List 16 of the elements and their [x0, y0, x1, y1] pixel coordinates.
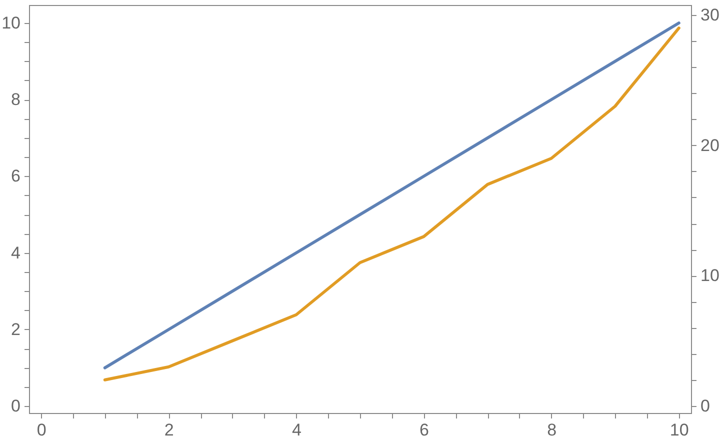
x-tick-label: 2	[164, 420, 174, 440]
y-tick-label: 4	[11, 243, 20, 262]
y2-tick-label: 10	[700, 266, 720, 286]
y-tick-label: 6	[11, 166, 20, 186]
y-tick-label: 8	[11, 90, 20, 110]
y-tick-label: 2	[11, 320, 20, 339]
x-tick-label: 4	[292, 420, 302, 440]
y-tick-label: 0	[11, 396, 20, 416]
x-tick-label: 10	[670, 420, 689, 440]
y-tick-label: 10	[2, 14, 20, 33]
y2-tick-label: 30	[700, 6, 720, 25]
x-tick-label: 8	[547, 420, 557, 440]
x-tick-label: 0	[36, 420, 46, 440]
x-tick-label: 6	[420, 420, 430, 440]
y2-tick-label: 20	[700, 136, 720, 155]
y2-tick-label: 0	[700, 396, 710, 416]
